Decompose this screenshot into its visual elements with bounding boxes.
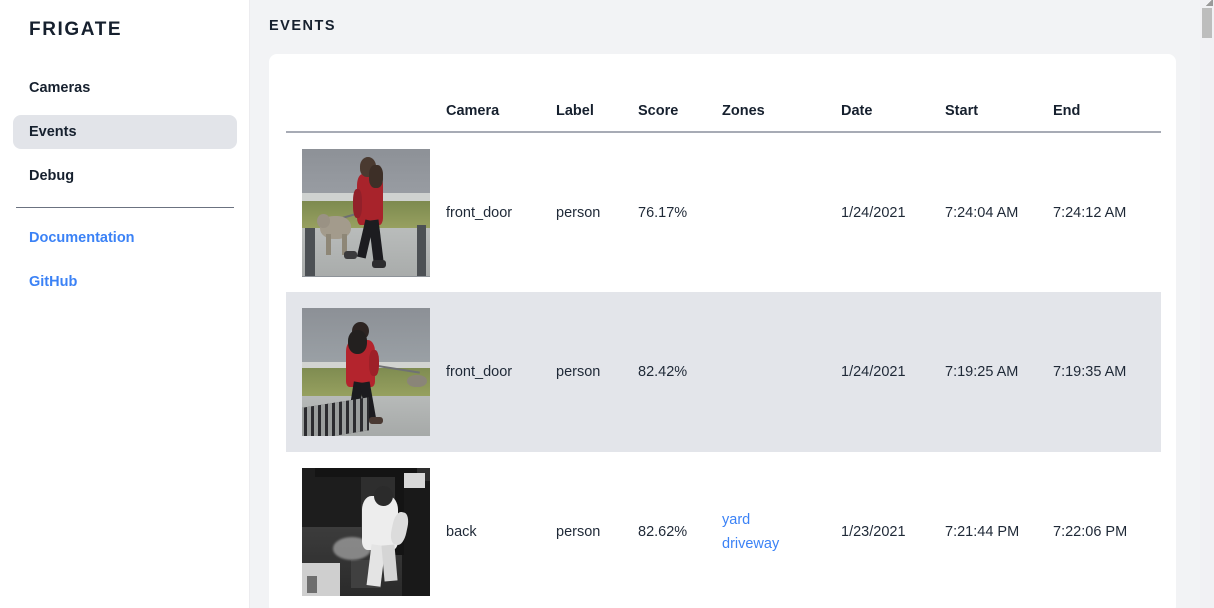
event-zones [722, 292, 841, 452]
events-table-head: Camera Label Score Zones Date Start End [286, 54, 1161, 133]
scrollbar-corner-icon [1206, 0, 1213, 6]
event-zone-driveway[interactable]: driveway [722, 536, 780, 552]
event-end-time: 7:22:06 PM [1053, 524, 1128, 540]
event-label[interactable]: person [556, 292, 638, 452]
event-zones [722, 132, 841, 292]
event-start-time: 7:19:25 AM [945, 292, 1053, 452]
table-row[interactable]: back person 82.62% yard driveway 1/23/20… [286, 452, 1161, 608]
page-scrollbar[interactable] [1200, 0, 1214, 608]
event-thumbnail-cell[interactable] [286, 292, 446, 452]
sidebar-divider [16, 207, 234, 208]
event-date: 1/23/2021 [841, 524, 906, 540]
event-thumbnail-cell[interactable] [286, 132, 446, 292]
event-score: 82.62% [638, 524, 688, 540]
event-start-time: 7:24:04 AM [945, 204, 1019, 221]
event-label[interactable]: person [556, 204, 601, 221]
table-header-row: Camera Label Score Zones Date Start End [286, 54, 1161, 133]
sidebar-nav: Cameras Events Debug [0, 71, 250, 193]
event-camera[interactable]: back [446, 524, 477, 540]
event-zone-yard[interactable]: yard [722, 512, 751, 528]
sidebar-link-github[interactable]: GitHub [29, 274, 78, 290]
event-end-time: 7:19:35 AM [1053, 292, 1161, 452]
event-end-time: 7:24:12 AM [1053, 204, 1127, 221]
event-thumbnail-image-1[interactable] [302, 148, 430, 277]
events-table: Camera Label Score Zones Date Start End [286, 54, 1161, 608]
event-date: 1/24/2021 [841, 292, 945, 452]
event-score: 82.42% [638, 292, 722, 452]
sidebar-external-links: Documentation GitHub [0, 225, 250, 295]
events-table-body: front_door person 76.17% 1/24/2021 7:24:… [286, 132, 1161, 608]
table-row[interactable]: front_door person 82.42% 1/24/2021 7:19:… [286, 292, 1161, 452]
event-thumbnail-image-3[interactable] [302, 468, 430, 596]
column-header-end[interactable]: End [1053, 54, 1161, 133]
column-header-start[interactable]: Start [945, 54, 1053, 133]
column-header-label[interactable]: Label [556, 54, 638, 133]
event-label[interactable]: person [556, 524, 601, 540]
table-row[interactable]: front_door person 76.17% 1/24/2021 7:24:… [286, 132, 1161, 292]
event-camera[interactable]: front_door [446, 292, 556, 452]
scrollbar-thumb[interactable] [1202, 8, 1212, 38]
sidebar-item-cameras[interactable]: Cameras [29, 80, 91, 96]
column-header-thumbnail [286, 54, 446, 133]
column-header-zones[interactable]: Zones [722, 54, 841, 133]
event-thumbnail-cell[interactable] [286, 452, 446, 608]
sidebar: FRIGATE Cameras Events Debug Documentati… [0, 0, 250, 608]
event-start-time: 7:21:44 PM [945, 524, 1020, 540]
sidebar-link-documentation[interactable]: Documentation [29, 230, 135, 246]
sidebar-item-events[interactable]: Events [13, 115, 237, 149]
event-zones: yard driveway [722, 452, 841, 608]
event-thumbnail-image-2[interactable] [302, 308, 430, 436]
main-content: EVENTS Camera Label Score Zones Date Sta… [250, 0, 1214, 608]
event-camera[interactable]: front_door [446, 204, 513, 221]
app-brand-title: FRIGATE [29, 19, 123, 40]
event-date: 1/24/2021 [841, 204, 906, 221]
events-card: Camera Label Score Zones Date Start End [269, 54, 1176, 608]
column-header-score[interactable]: Score [638, 54, 722, 133]
event-score: 76.17% [638, 204, 688, 221]
page-title: EVENTS [269, 18, 337, 34]
column-header-camera[interactable]: Camera [446, 54, 556, 133]
column-header-date[interactable]: Date [841, 54, 945, 133]
sidebar-item-debug[interactable]: Debug [29, 168, 75, 184]
